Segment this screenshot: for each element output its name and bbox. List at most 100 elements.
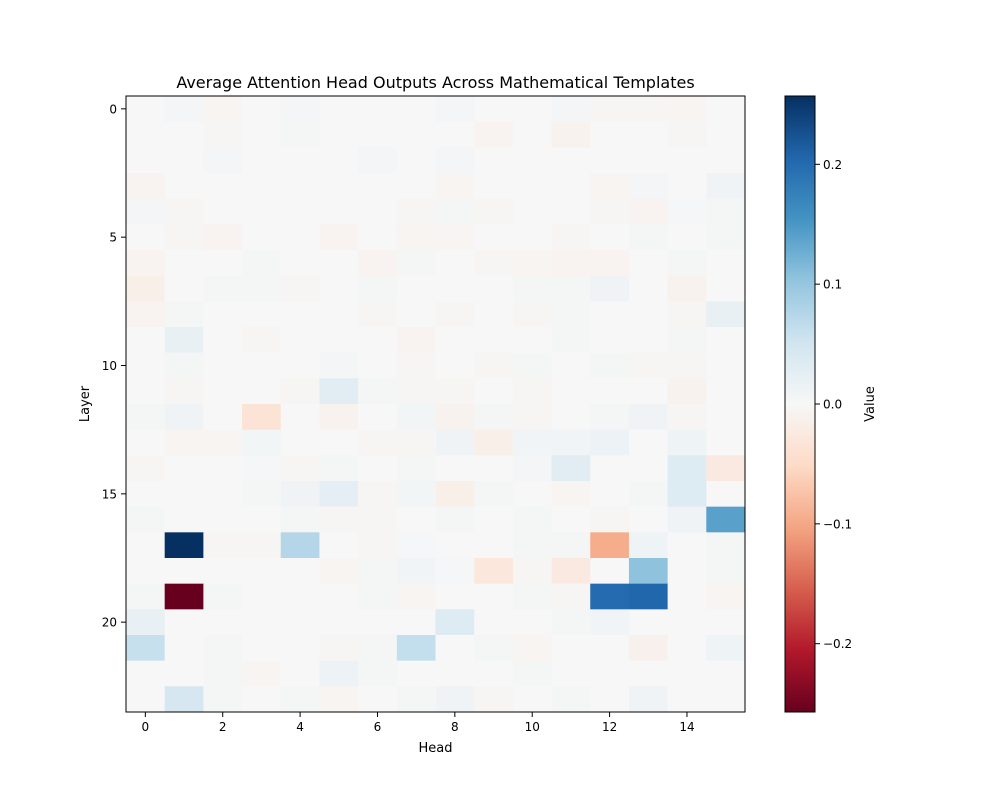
heatmap-cell-layer9-head7 xyxy=(396,327,436,354)
heatmap-cell-layer14-head15 xyxy=(706,455,746,482)
heatmap-cell-layer0-head13 xyxy=(628,96,669,123)
heatmap-cell-layer9-head4 xyxy=(280,327,320,354)
x-tick-label: 10 xyxy=(525,720,540,734)
heatmap-cell-layer20-head15 xyxy=(706,609,746,636)
heatmap-cell-layer0-head15 xyxy=(706,96,746,123)
x-tick-label: 4 xyxy=(296,720,304,734)
heatmap-cell-layer13-head12 xyxy=(590,429,630,456)
heatmap-cell-layer11-head2 xyxy=(203,378,243,405)
heatmap-cell-layer13-head14 xyxy=(667,429,707,456)
heatmap-cell-layer13-head8 xyxy=(435,429,475,456)
heatmap-cell-layer3-head13 xyxy=(628,173,669,200)
heatmap-cell-layer16-head6 xyxy=(358,506,398,533)
heatmap-cell-layer15-head8 xyxy=(435,481,475,508)
y-tick-label: 20 xyxy=(102,616,117,630)
heatmap-cell-layer10-head7 xyxy=(396,352,436,379)
heatmap-cell-layer19-head15 xyxy=(706,583,746,610)
heatmap-cell-layer1-head12 xyxy=(590,121,630,148)
heatmap-cell-layer9-head10 xyxy=(512,327,553,354)
heatmap-cell-layer11-head3 xyxy=(242,378,282,405)
heatmap-cell-layer22-head0 xyxy=(126,660,166,687)
heatmap-cell-layer5-head15 xyxy=(706,224,746,251)
x-tick-label: 14 xyxy=(679,720,694,734)
heatmap-cell-layer7-head8 xyxy=(435,275,475,302)
heatmap-cell-layer13-head15 xyxy=(706,429,746,456)
heatmap-cell-layer18-head11 xyxy=(551,558,591,585)
heatmap-cell-layer21-head8 xyxy=(435,635,475,662)
heatmap-cell-layer19-head1 xyxy=(164,583,204,610)
heatmap-cell-layer20-head8 xyxy=(435,609,475,636)
heatmap-cell-layer4-head15 xyxy=(706,198,746,225)
heatmap-cell-layer6-head4 xyxy=(280,250,320,277)
heatmap-cell-layer16-head3 xyxy=(242,506,282,533)
heatmap-cell-layer22-head4 xyxy=(280,660,320,687)
heatmap-cell-layer12-head7 xyxy=(396,404,436,431)
heatmap-cell-layer18-head5 xyxy=(319,558,359,585)
heatmap-cell-layer18-head6 xyxy=(358,558,398,585)
heatmap-cell-layer14-head2 xyxy=(203,455,243,482)
heatmap-cell-layer2-head14 xyxy=(667,147,707,174)
heatmap-cell-layer8-head12 xyxy=(590,301,630,328)
heatmap-cell-layer5-head8 xyxy=(435,224,475,251)
heatmap-cell-layer17-head4 xyxy=(280,532,320,559)
heatmap-cell-layer17-head2 xyxy=(203,532,243,559)
heatmap-cell-layer21-head14 xyxy=(667,635,707,662)
heatmap-cell-layer1-head4 xyxy=(280,121,320,148)
heatmap-cell-layer21-head7 xyxy=(396,635,436,662)
heatmap-cell-layer11-head15 xyxy=(706,378,746,405)
heatmap-cell-layer3-head0 xyxy=(126,173,166,200)
heatmap-cell-layer5-head14 xyxy=(667,224,707,251)
heatmap-cell-layer12-head8 xyxy=(435,404,475,431)
colorbar xyxy=(784,95,816,713)
heatmap-cell-layer20-head6 xyxy=(358,609,398,636)
heatmap-cell-layer21-head9 xyxy=(474,635,514,662)
heatmap-cell-layer4-head1 xyxy=(164,198,204,225)
heatmap-cell-layer15-head13 xyxy=(628,481,669,508)
colorbar-tick-label: 0.0 xyxy=(823,398,842,412)
heatmap-cell-layer14-head4 xyxy=(280,455,320,482)
heatmap-cell-layer23-head10 xyxy=(512,686,553,713)
colorbar-tick-label: −0.1 xyxy=(823,517,852,531)
heatmap-cell-layer2-head13 xyxy=(628,147,669,174)
heatmap-cell-layer14-head9 xyxy=(474,455,514,482)
heatmap-cell-layer10-head3 xyxy=(242,352,282,379)
heatmap-cell-layer6-head6 xyxy=(358,250,398,277)
heatmap-cell-layer9-head6 xyxy=(358,327,398,354)
heatmap-cell-layer18-head2 xyxy=(203,558,243,585)
heatmap-cell-layer15-head14 xyxy=(667,481,707,508)
heatmap-cell-layer22-head7 xyxy=(396,660,436,687)
heatmap-cell-layer5-head0 xyxy=(126,224,166,251)
heatmap-cell-layer9-head1 xyxy=(164,327,204,354)
heatmap-cell-layer16-head11 xyxy=(551,506,591,533)
heatmap-cell-layer4-head2 xyxy=(203,198,243,225)
heatmap-cell-layer5-head7 xyxy=(396,224,436,251)
heatmap-cell-layer7-head3 xyxy=(242,275,282,302)
heatmap-cell-layer20-head4 xyxy=(280,609,320,636)
heatmap-cell-layer7-head13 xyxy=(628,275,669,302)
heatmap-cell-layer21-head12 xyxy=(590,635,630,662)
heatmap-cell-layer8-head6 xyxy=(358,301,398,328)
heatmap-cell-layer7-head15 xyxy=(706,275,746,302)
heatmap-cell-layer4-head9 xyxy=(474,198,514,225)
heatmap-cell-layer20-head14 xyxy=(667,609,707,636)
heatmap-cell-layer20-head7 xyxy=(396,609,436,636)
heatmap-cell-layer1-head6 xyxy=(358,121,398,148)
heatmap-cell-layer13-head1 xyxy=(164,429,204,456)
heatmap-cell-layer3-head8 xyxy=(435,173,475,200)
heatmap-cell-layer3-head14 xyxy=(667,173,707,200)
heatmap-cell-layer1-head0 xyxy=(126,121,166,148)
heatmap-cell-layer21-head4 xyxy=(280,635,320,662)
heatmap-cell-layer17-head11 xyxy=(551,532,591,559)
heatmap-cell-layer21-head1 xyxy=(164,635,204,662)
chart-title: Average Attention Head Outputs Across Ma… xyxy=(176,73,694,92)
heatmap-cell-layer8-head2 xyxy=(203,301,243,328)
heatmap-cell-layer9-head3 xyxy=(242,327,282,354)
heatmap-cell-layer0-head12 xyxy=(590,96,630,123)
heatmap-cell-layer15-head7 xyxy=(396,481,436,508)
heatmap-cell-layer11-head8 xyxy=(435,378,475,405)
heatmap-cell-layer19-head3 xyxy=(242,583,282,610)
heatmap-cell-layer10-head13 xyxy=(628,352,669,379)
heatmap-cell-layer23-head9 xyxy=(474,686,514,713)
y-tick-label: 0 xyxy=(109,102,117,116)
heatmap-cell-layer20-head13 xyxy=(628,609,669,636)
